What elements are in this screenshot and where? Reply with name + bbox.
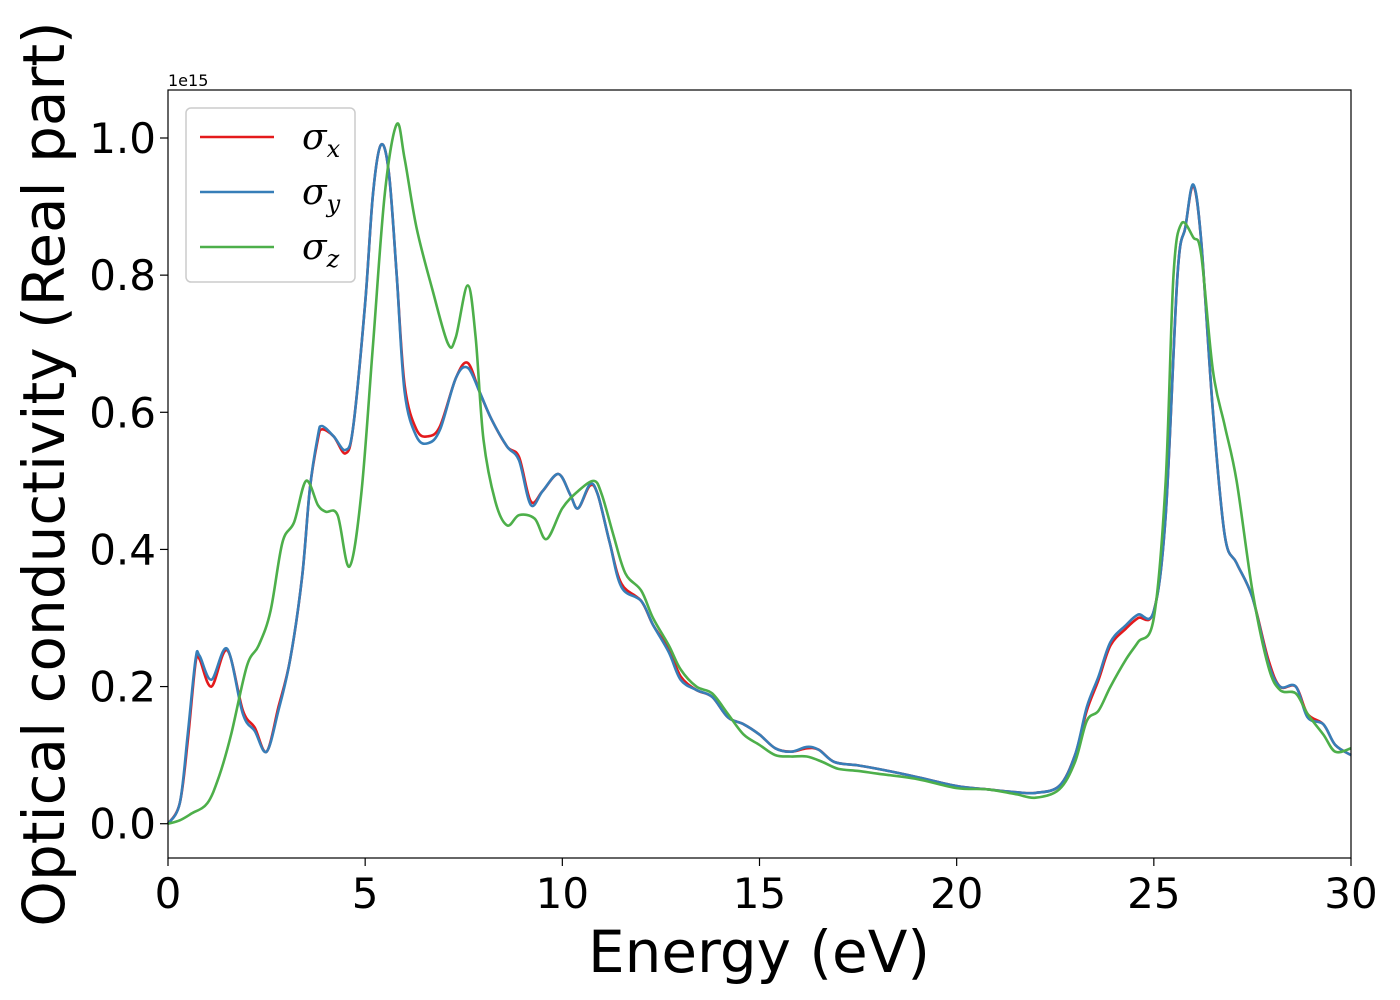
y-tick-label: 1.0 [89, 114, 156, 163]
series-line-y [166, 142, 1352, 825]
x-axis-ticks: 0 5 10 15 20 25 30 [155, 858, 1378, 918]
series-lines [166, 122, 1352, 825]
y-tick-label: 0.8 [89, 251, 156, 300]
y-axis-ticks: 0.0 0.2 0.4 0.6 0.8 1.0 [89, 114, 168, 849]
legend-label-z: σz [302, 227, 340, 273]
y-tick-label: 0.0 [89, 800, 156, 849]
y-tick-label: 0.2 [89, 663, 156, 712]
legend: σx σy σz [185, 107, 356, 283]
plot-area [168, 90, 1351, 858]
x-tick-label: 10 [536, 869, 589, 918]
y-offset-label: 1e15 [168, 71, 208, 90]
y-tick-label: 0.4 [89, 525, 156, 574]
x-tick-label: 25 [1127, 869, 1180, 918]
y-tick-label: 0.6 [89, 388, 156, 437]
y-axis-label: Optical conductivity (Real part) [10, 21, 78, 926]
x-tick-label: 15 [733, 869, 786, 918]
x-tick-label: 20 [930, 869, 983, 918]
legend-label-x: σx [302, 117, 341, 163]
x-tick-label: 0 [155, 869, 182, 918]
legend-box [185, 107, 356, 283]
x-axis-label: Energy (eV) [588, 918, 930, 986]
legend-label-y: σy [302, 172, 341, 218]
series-line-z [167, 122, 1352, 825]
x-tick-label: 5 [352, 869, 379, 918]
x-tick-label: 30 [1324, 869, 1377, 918]
